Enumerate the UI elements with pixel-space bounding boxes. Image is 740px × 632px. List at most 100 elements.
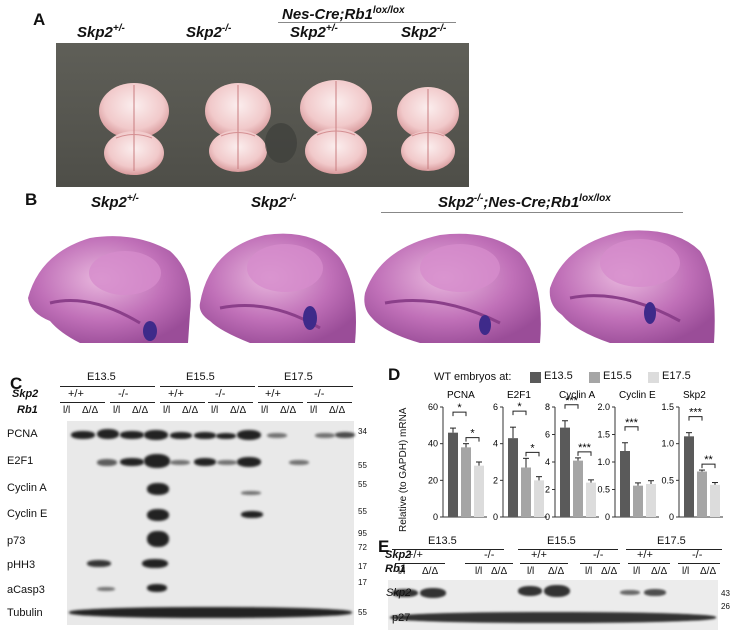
panel-a-genotype-2: Skp2-/- [186, 23, 232, 41]
y-tick-label: 6 [493, 402, 498, 412]
brain-1 [99, 83, 169, 175]
y-tick-label: 20 [428, 475, 438, 485]
panel-b-group-line [381, 212, 683, 213]
panel-e-rb1-geno: l/l [682, 566, 690, 577]
sig-label: ** [704, 454, 713, 466]
panel-e-stage-e17: E17.5 [657, 535, 686, 547]
panel-e-letter: E [378, 537, 390, 556]
y-tick-label: 0.5 [661, 475, 674, 485]
panel-e-rb1-geno: Δ/Δ [548, 566, 565, 577]
geno-line [110, 402, 155, 403]
panel-c-rb1-geno: Δ/Δ [182, 405, 199, 416]
mw-marker: 17 [358, 578, 367, 587]
panel-b-group-label: Skp2-/-;Nes-Cre;Rb1lox/lox [438, 193, 611, 211]
panel-a-genotype-4: Skp2-/- [401, 23, 447, 41]
panel-b-genotype-2: Skp2-/- [251, 193, 297, 211]
panel-e-rb1-geno: Δ/Δ [491, 566, 508, 577]
sig-label: *** [578, 442, 592, 454]
y-tick-label: 1.0 [597, 457, 610, 467]
panel-d-legend-title: WT embryos at: [434, 371, 512, 383]
panel-a-genotype-3: Skp2+/- [290, 23, 338, 41]
blot-row-cyclin-a [67, 477, 354, 503]
geno-line [160, 402, 205, 403]
panel-d-legend: E13.5 E15.5 E17.5 [530, 370, 720, 384]
panel-c-skp2-geno: -/- [215, 388, 226, 400]
sig-bracket [564, 404, 579, 409]
panel-c-rb1-geno: l/l [163, 405, 171, 416]
y-tick-label: 2.0 [597, 402, 610, 412]
geno-line [465, 563, 513, 564]
blot-label-acasp3: aCasp3 [7, 584, 45, 596]
embryo-section-1 [28, 236, 191, 343]
sig-bracket [701, 463, 716, 469]
panel-d-letter: D [388, 365, 401, 384]
panel-e-stage-e15: E15.5 [547, 535, 576, 547]
sig-bracket [525, 451, 540, 457]
legend-swatch-e15 [589, 372, 600, 383]
panel-e-skp2-geno: -/- [484, 549, 495, 561]
panel-c-rb1-label: Rb1 [17, 404, 38, 416]
panel-e-rb1-geno: Δ/Δ [601, 566, 618, 577]
sig-bracket [688, 416, 703, 421]
sig-label: *** [625, 417, 639, 429]
chart-title: E2F1 [507, 390, 531, 401]
brain-3 [300, 80, 372, 174]
panel-e-skp2-geno: -/- [692, 549, 703, 561]
panel-c-rb1-geno: Δ/Δ [329, 405, 346, 416]
bar [560, 427, 570, 517]
blot-row-p73 [67, 529, 354, 553]
geno-line [208, 402, 253, 403]
mw-marker: 55 [358, 507, 367, 516]
panel-e-rb1-geno: l/l [398, 566, 406, 577]
panel-c-rb1-geno: l/l [211, 405, 219, 416]
embryo-section-2 [199, 233, 356, 343]
chart-title: Cyclin A [559, 390, 595, 401]
bar [448, 432, 458, 517]
sig-bracket [452, 411, 467, 417]
y-tick-label: 0.5 [597, 485, 610, 495]
mw-marker: 17 [358, 562, 367, 571]
panel-b-genotype-1: Skp2+/- [91, 193, 139, 211]
blot-e-row-skp2 [388, 580, 718, 606]
y-tick-label: 1.5 [661, 402, 674, 412]
bar [573, 460, 583, 517]
y-tick-label: 0 [669, 512, 674, 522]
sig-label: * [530, 442, 535, 454]
panel-e-rb1-geno: Δ/Δ [700, 566, 717, 577]
blot-label-phh3: pHH3 [7, 559, 36, 571]
y-tick-label: 4 [493, 439, 498, 449]
panel-c-skp2-geno: -/- [118, 388, 129, 400]
mw-marker: 26 [721, 602, 730, 611]
legend-label-e15: E15.5 [603, 370, 632, 382]
bar [586, 482, 596, 517]
blot-row-acasp3 [67, 577, 354, 601]
mw-marker: 55 [358, 461, 367, 470]
panel-e-rb1-geno: l/l [585, 566, 593, 577]
mw-marker: 72 [358, 543, 367, 552]
panel-c-skp2-geno: +/+ [68, 388, 84, 400]
panel-e-skp2-geno: +/+ [531, 549, 547, 561]
geno-line [307, 402, 352, 403]
mw-marker: 43 [721, 589, 730, 598]
panel-e-skp2-geno: +/+ [637, 549, 653, 561]
panel-a-group-label: Nes-Cre;Rb1lox/lox [282, 5, 405, 23]
panel-a-letter: A [33, 10, 46, 29]
panel-e-rb1-geno: l/l [475, 566, 483, 577]
y-tick-label: 0 [493, 512, 498, 522]
y-tick-label: 6 [545, 430, 550, 440]
panel-e-rb1-geno: Δ/Δ [422, 566, 439, 577]
panel-e-rb1-geno: l/l [527, 566, 535, 577]
panel-b-letter: B [25, 190, 38, 209]
panel-c-rb1-geno: Δ/Δ [132, 405, 149, 416]
y-tick-label: 1.5 [597, 430, 610, 440]
sig-bracket [624, 426, 639, 431]
blot-row-cyclin-e [67, 503, 354, 529]
panel-c-stage-line-1 [60, 386, 155, 387]
blot-label-pcna: PCNA [7, 428, 38, 440]
chart-title: PCNA [447, 390, 475, 401]
sig-label: * [457, 402, 462, 414]
sig-label: * [517, 401, 522, 413]
sig-bracket [465, 437, 480, 442]
legend-label-e13: E13.5 [544, 370, 573, 382]
panel-c-stage-line-3 [258, 386, 353, 387]
